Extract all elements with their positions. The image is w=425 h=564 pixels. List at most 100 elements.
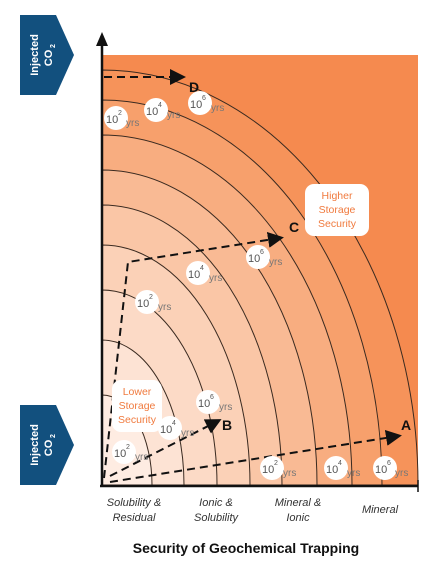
bubble-unit: yrs [269,257,282,268]
bubble-exponent: 2 [274,460,278,467]
arrow-label-line-1: Injected [29,34,41,76]
path-to-a [109,429,402,483]
axis-title: Security of Geochemical Trapping [133,540,359,556]
bubble-exponent: 6 [202,95,206,102]
plot-area [101,55,419,486]
time-bubble-a-10000: 10 4 yrs [324,456,360,480]
y-axis-arrowhead [96,32,108,46]
bubble-bg [158,416,182,440]
bubble-bg [112,440,136,464]
arrow-shape [20,405,74,485]
bubble-unit: yrs [219,402,232,413]
category-label: Residual [113,512,156,524]
axes [96,32,419,492]
point-a-label: A [401,417,411,433]
time-bubble-b-100: 10 2 yrs [112,440,148,464]
bubble-unit: yrs [209,273,222,284]
callout-line-3: Security [318,218,357,230]
arrow-label-line-2: CO [43,49,55,66]
bubble-bg [135,290,159,314]
category-label: Mineral & [275,497,321,509]
time-bubble-a-1000000: 10 6 yrs [373,456,408,480]
bubble-base: 10 [160,424,172,436]
time-bubble-a-100: 10 2 yrs [260,456,296,480]
time-bubble-b-10000: 10 4 yrs [158,416,194,440]
lower-security-callout: Lower Storage Security [112,380,162,432]
bubble-exponent: 4 [172,420,176,427]
bubble-base: 10 [114,448,126,460]
category-labels: Solubility & Residual Ionic & Solubility… [107,497,399,524]
category-label: Solubility [194,512,240,524]
bubble-base: 10 [190,99,202,111]
bubble-exponent: 4 [200,265,204,272]
time-bubble-d-100: 10 2 yrs [104,106,139,130]
bubble-bg [104,106,128,130]
point-d-label: D [189,79,199,95]
bubble-base: 10 [188,269,200,281]
bubble-exponent: 6 [387,460,391,467]
category-label: Ionic [286,512,310,524]
bubble-bg [196,390,220,414]
bubble-unit: yrs [181,428,194,439]
bubble-base: 10 [137,298,149,310]
injected-arrow-top: Injected CO 2 [20,15,74,95]
time-bubble-c-1000000: 10 6 yrs [246,245,282,269]
time-bubble-c-100: 10 2 yrs [135,290,171,314]
injected-arrow-bottom: Injected CO 2 [20,405,74,485]
bubble-base: 10 [198,398,210,410]
path-to-b [109,419,222,477]
bubble-bg [246,245,270,269]
bubble-base: 10 [248,253,260,265]
bubble-exponent: 6 [210,394,214,401]
bubble-unit: yrs [347,468,360,479]
bubble-base: 10 [326,464,338,476]
bubble-unit: yrs [167,110,180,121]
callout-line-2: Storage [119,400,156,412]
bubble-bg [260,456,284,480]
time-bubble-d-1000000: 10 6 yrs [188,91,224,115]
bubble-base: 10 [375,464,387,476]
bubble-bg [144,98,168,122]
callout-line-3: Security [118,414,157,426]
bubble-exponent: 6 [260,249,264,256]
bubble-unit: yrs [283,468,296,479]
callout-line-1: Lower [123,386,152,398]
bubble-exponent: 4 [338,460,342,467]
time-bubbles: 10 2 yrs 10 4 yrs 10 6 yrs 10 2 yrs 10 4… [104,91,408,480]
bubble-bg [188,91,212,115]
bubble-bg [186,261,210,285]
bubble-base: 10 [262,464,274,476]
callout-line-2: Storage [319,204,356,216]
higher-security-callout: Higher Storage Security [305,184,369,236]
category-label: Ionic & [199,497,233,509]
point-b-label: B [222,417,232,433]
arrow-label-subscript: 2 [50,434,57,438]
bubble-exponent: 2 [149,294,153,301]
callout-box [112,380,162,432]
bubble-bg [373,456,397,480]
arrow-label-subscript: 2 [50,44,57,48]
bubble-exponent: 2 [126,444,130,451]
time-bubble-d-10000: 10 4 yrs [144,98,180,122]
arrow-label-line-2: CO [43,439,55,456]
arrow-shape [20,15,74,95]
category-label: Solubility & [107,497,161,509]
bubble-base: 10 [146,106,158,118]
bubble-bg [324,456,348,480]
point-c-label: C [289,219,299,235]
category-label: Mineral [362,504,399,516]
callout-line-1: Higher [322,190,353,202]
callout-box [305,184,369,236]
bubble-unit: yrs [395,468,408,479]
bubble-unit: yrs [211,103,224,114]
time-bubble-b-1000000: 10 6 yrs [196,390,232,414]
bubble-unit: yrs [126,118,139,129]
bubble-unit: yrs [158,302,171,313]
bubble-unit: yrs [135,452,148,463]
bubble-exponent: 4 [158,102,162,109]
bubble-base: 10 [106,114,118,126]
time-bubble-c-10000: 10 4 yrs [186,261,222,285]
arrow-label-line-1: Injected [29,424,41,466]
bubble-exponent: 2 [118,110,122,117]
